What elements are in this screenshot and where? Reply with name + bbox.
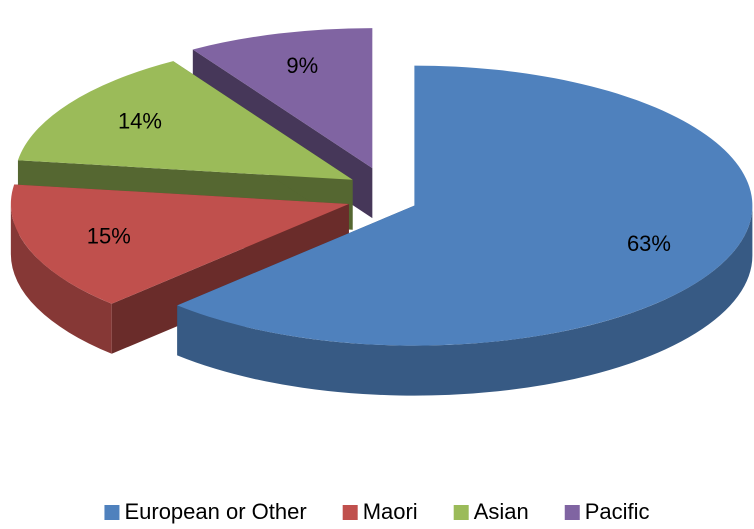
slice bbox=[10, 184, 349, 354]
legend-swatch bbox=[564, 505, 580, 520]
legend-label: Pacific bbox=[585, 499, 650, 524]
legend-label: Asian bbox=[474, 499, 529, 524]
slice-wall bbox=[177, 205, 753, 396]
legend-label: European or Other bbox=[124, 499, 306, 524]
slice-top bbox=[17, 61, 353, 180]
data-label: 9% bbox=[286, 53, 318, 78]
data-label: 15% bbox=[87, 223, 131, 248]
slice-top bbox=[192, 28, 373, 169]
data-label: 14% bbox=[118, 108, 162, 133]
legend-swatch bbox=[104, 505, 120, 520]
slice-wall bbox=[10, 203, 112, 354]
slice-top bbox=[177, 65, 753, 346]
legend: European or Other Maori Asian Pacific bbox=[104, 499, 650, 524]
legend-swatch bbox=[453, 505, 469, 520]
data-label: 63% bbox=[627, 231, 671, 256]
legend-swatch bbox=[342, 505, 358, 520]
slice-top bbox=[10, 184, 349, 304]
slice bbox=[177, 65, 753, 396]
legend-label: Maori bbox=[363, 499, 418, 524]
